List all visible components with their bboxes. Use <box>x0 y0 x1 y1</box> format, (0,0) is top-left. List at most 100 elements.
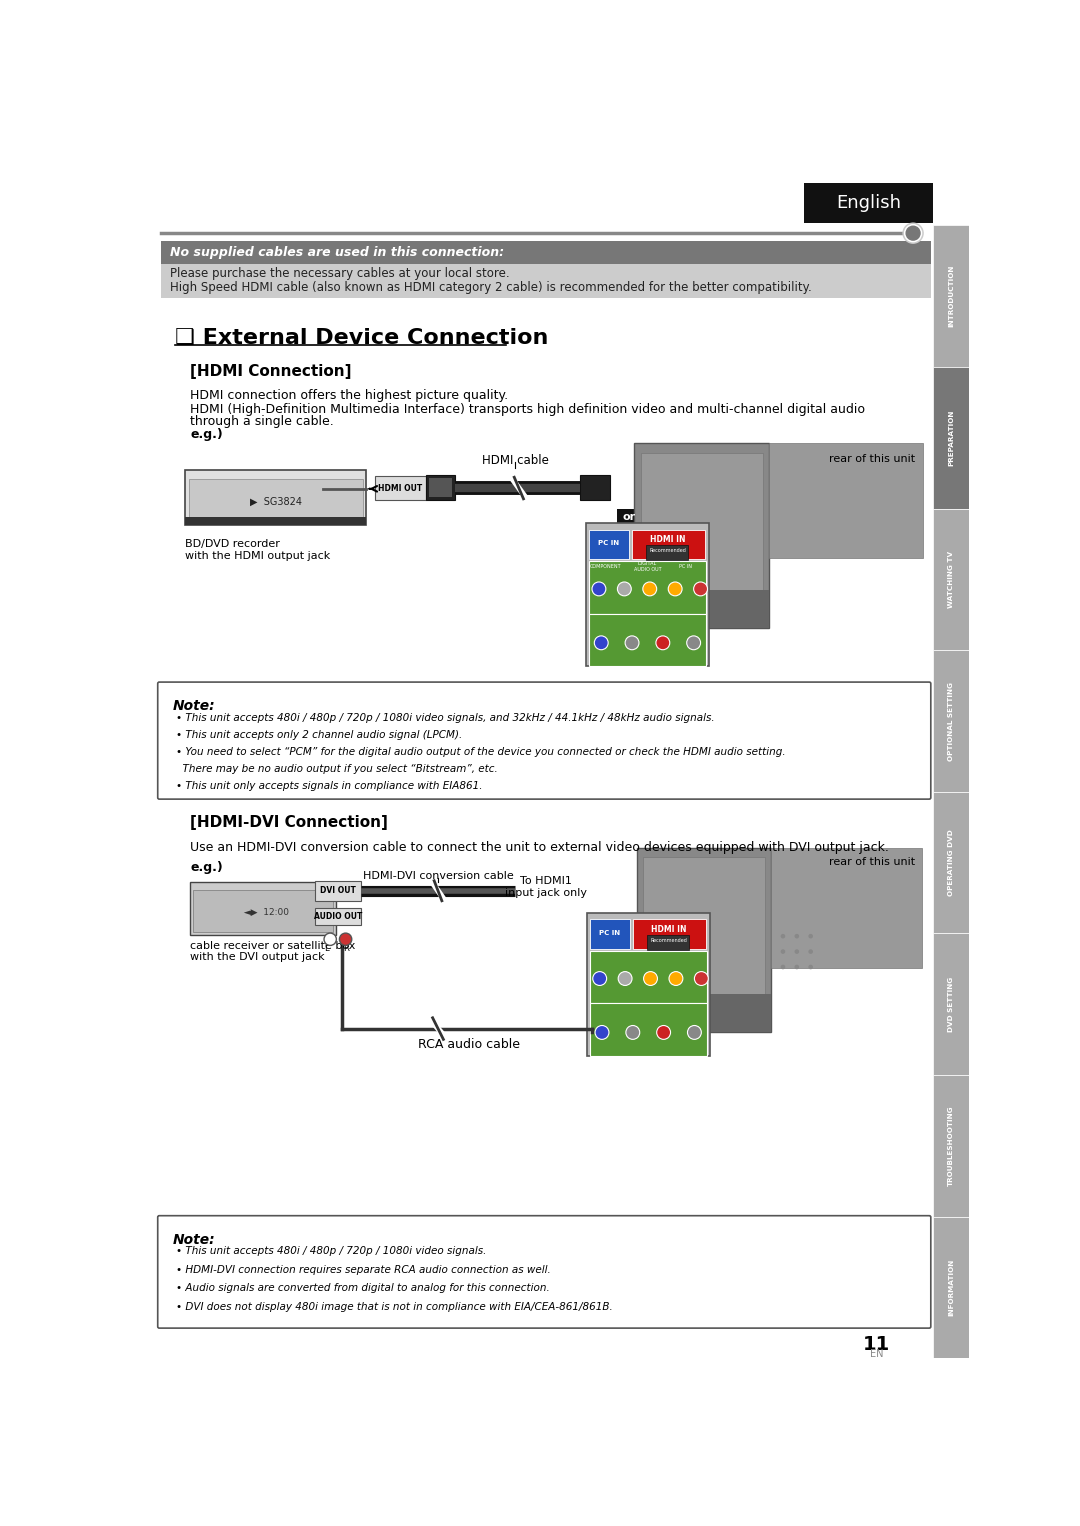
Text: Recommended: Recommended <box>650 548 687 552</box>
Bar <box>590 919 630 949</box>
Text: R: R <box>342 945 349 954</box>
Text: • DVI does not display 480i image that is not in compliance with EIA/CEA-861/861: • DVI does not display 480i image that i… <box>176 1302 613 1312</box>
Text: COMPONENT: COMPONENT <box>590 565 621 569</box>
Text: HDMI cable: HDMI cable <box>482 455 549 467</box>
Text: There may be no audio output if you select “Bitstream”, etc.: There may be no audio output if you sele… <box>176 763 498 774</box>
Text: • This unit accepts 480i / 480p / 720p / 1080i video signals.: • This unit accepts 480i / 480p / 720p /… <box>176 1247 487 1256</box>
Text: TROUBLESHOOTING: TROUBLESHOOTING <box>948 1105 955 1186</box>
Text: No supplied cables are used in this connection:: No supplied cables are used in this conn… <box>170 246 504 259</box>
Circle shape <box>592 581 606 595</box>
Bar <box>190 882 336 934</box>
Bar <box>933 1074 970 1216</box>
Text: PC IN: PC IN <box>599 931 620 935</box>
Text: HDMI OUT: HDMI OUT <box>378 484 422 493</box>
Bar <box>617 508 642 525</box>
Circle shape <box>595 1025 609 1039</box>
Bar <box>632 530 705 559</box>
Bar <box>585 523 710 665</box>
Text: 11: 11 <box>863 1335 891 1354</box>
Bar <box>314 908 361 925</box>
Text: HDMI IN: HDMI IN <box>650 536 686 545</box>
Text: WATCHING TV: WATCHING TV <box>948 551 955 607</box>
Bar <box>590 951 706 1003</box>
Bar <box>646 545 688 560</box>
Text: • This unit only accepts signals in compliance with EIA861.: • This unit only accepts signals in comp… <box>176 781 483 790</box>
Bar <box>314 881 361 900</box>
Bar <box>186 517 366 525</box>
Text: • HDMI-DVI connection requires separate RCA audio connection as well.: • HDMI-DVI connection requires separate … <box>176 1265 551 1274</box>
Text: Recommended: Recommended <box>650 937 688 943</box>
Text: e.g.): e.g.) <box>190 427 222 441</box>
Bar <box>643 858 766 1027</box>
Bar <box>933 1216 970 1358</box>
Text: HDMI connection offers the highest picture quality.: HDMI connection offers the highest pictu… <box>190 389 509 403</box>
Text: ◄▶  12:00: ◄▶ 12:00 <box>238 908 288 917</box>
Text: • This unit accepts 480i / 480p / 720p / 1080i video signals, and 32kHz / 44.1kH: • This unit accepts 480i / 480p / 720p /… <box>176 713 715 723</box>
Circle shape <box>808 964 813 969</box>
FancyBboxPatch shape <box>158 682 931 800</box>
Text: HDMI (High-Definition Multimedia Interface) transports high definition video and: HDMI (High-Definition Multimedia Interfa… <box>190 403 865 415</box>
Bar <box>589 613 706 665</box>
Circle shape <box>618 972 632 986</box>
Text: RCA audio cable: RCA audio cable <box>418 1038 519 1051</box>
Circle shape <box>656 636 670 650</box>
Text: To HDMI1: To HDMI1 <box>519 876 571 887</box>
Text: or: or <box>622 511 635 522</box>
Text: HDMI-DVI conversion cable: HDMI-DVI conversion cable <box>363 871 513 881</box>
Text: input jack only: input jack only <box>504 888 586 899</box>
Bar <box>634 589 769 629</box>
Text: L: L <box>324 945 328 954</box>
Bar <box>586 913 710 1056</box>
Bar <box>636 993 771 1033</box>
Circle shape <box>795 934 799 938</box>
Text: BD/DVD recorder: BD/DVD recorder <box>186 539 281 549</box>
Bar <box>193 890 334 931</box>
Text: • This unit accepts only 2 channel audio signal (LPCM).: • This unit accepts only 2 channel audio… <box>176 729 462 740</box>
Circle shape <box>593 972 607 986</box>
Bar <box>590 1003 706 1056</box>
Text: PREPARATION: PREPARATION <box>948 409 955 465</box>
Text: OPERATING DVD: OPERATING DVD <box>948 829 955 896</box>
Circle shape <box>669 972 683 986</box>
Text: EN: EN <box>870 1349 883 1360</box>
Text: DVD SETTING: DVD SETTING <box>948 977 955 1032</box>
Bar <box>186 470 366 525</box>
Text: [HDMI-DVI Connection]: [HDMI-DVI Connection] <box>190 815 388 830</box>
Circle shape <box>906 226 920 240</box>
Circle shape <box>781 964 785 969</box>
Text: INTRODUCTION: INTRODUCTION <box>948 266 955 328</box>
Text: rear of this unit: rear of this unit <box>829 858 916 867</box>
Circle shape <box>693 581 707 595</box>
Circle shape <box>669 581 683 595</box>
Bar <box>769 444 923 559</box>
Bar <box>375 476 426 499</box>
Text: • You need to select “PCM” for the digital audio output of the device you connec: • You need to select “PCM” for the digit… <box>176 746 786 757</box>
Circle shape <box>643 581 657 595</box>
Text: with the DVI output jack: with the DVI output jack <box>190 952 325 963</box>
Text: OPTIONAL SETTING: OPTIONAL SETTING <box>948 682 955 760</box>
Text: with the HDMI output jack: with the HDMI output jack <box>186 551 330 562</box>
Bar <box>189 479 363 522</box>
Circle shape <box>808 949 813 954</box>
FancyBboxPatch shape <box>158 1216 931 1328</box>
Circle shape <box>594 636 608 650</box>
Text: ❑ External Device Connection: ❑ External Device Connection <box>175 328 548 348</box>
Circle shape <box>618 581 632 595</box>
Circle shape <box>781 949 785 954</box>
Circle shape <box>339 932 352 946</box>
Circle shape <box>903 223 923 243</box>
Bar <box>580 475 610 501</box>
Bar <box>161 241 931 264</box>
Circle shape <box>688 1025 701 1039</box>
Text: Use an HDMI-DVI conversion cable to connect the unit to external video devices e: Use an HDMI-DVI conversion cable to conn… <box>190 841 889 855</box>
Text: Please purchase the necessary cables at your local store.: Please purchase the necessary cables at … <box>170 267 510 281</box>
Text: HDMI IN: HDMI IN <box>651 925 687 934</box>
Bar <box>636 847 771 1033</box>
Bar <box>589 562 706 613</box>
Bar <box>933 368 970 508</box>
Bar <box>429 478 451 497</box>
Bar <box>640 453 762 623</box>
Bar <box>933 508 970 650</box>
Text: ▶  SG3824: ▶ SG3824 <box>249 497 302 507</box>
Bar <box>933 792 970 934</box>
